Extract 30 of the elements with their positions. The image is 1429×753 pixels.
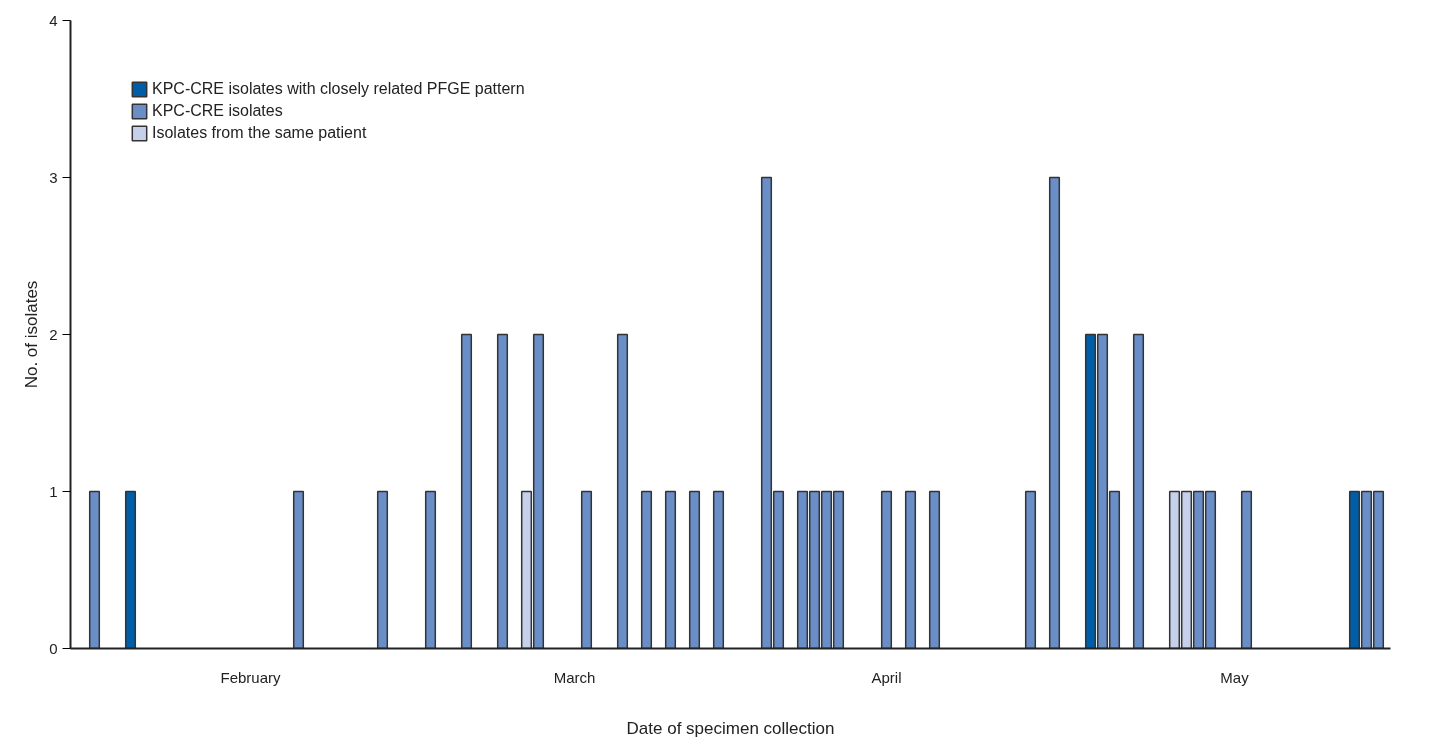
x-tick-label: February: [220, 668, 282, 686]
x-tick-label: April: [871, 668, 902, 686]
bar: [712, 490, 725, 649]
x-tick-label: March: [553, 668, 596, 686]
x-tick-label: May: [1220, 668, 1250, 686]
bar: [1024, 490, 1037, 649]
bar: [880, 490, 893, 649]
bar: [1240, 490, 1253, 649]
y-tick-label: 1: [49, 482, 58, 500]
bar: [460, 333, 473, 649]
y-tick-label: 3: [49, 168, 58, 186]
x-axis-title: Date of specimen collection: [626, 718, 835, 738]
bar: [928, 490, 941, 649]
bar: [1048, 176, 1061, 649]
legend-label: KPC-CRE isolates: [152, 102, 283, 120]
bar: [904, 490, 917, 649]
y-tick-label: 2: [49, 325, 58, 343]
bar: [424, 490, 437, 649]
y-axis-title: No. of isolates: [22, 280, 42, 389]
bar: [1132, 333, 1145, 649]
bar: [664, 490, 677, 649]
y-tick-label: 0: [49, 639, 58, 657]
legend-label: Isolates from the same patient: [152, 124, 367, 142]
bar: [580, 490, 593, 649]
bar: [640, 490, 653, 649]
legend-label: KPC-CRE isolates with closely related PFGE pattern: [152, 80, 525, 98]
bar: [616, 333, 629, 649]
bar: [688, 490, 701, 649]
bar: [496, 333, 509, 649]
y-tick-label: 4: [49, 11, 58, 29]
